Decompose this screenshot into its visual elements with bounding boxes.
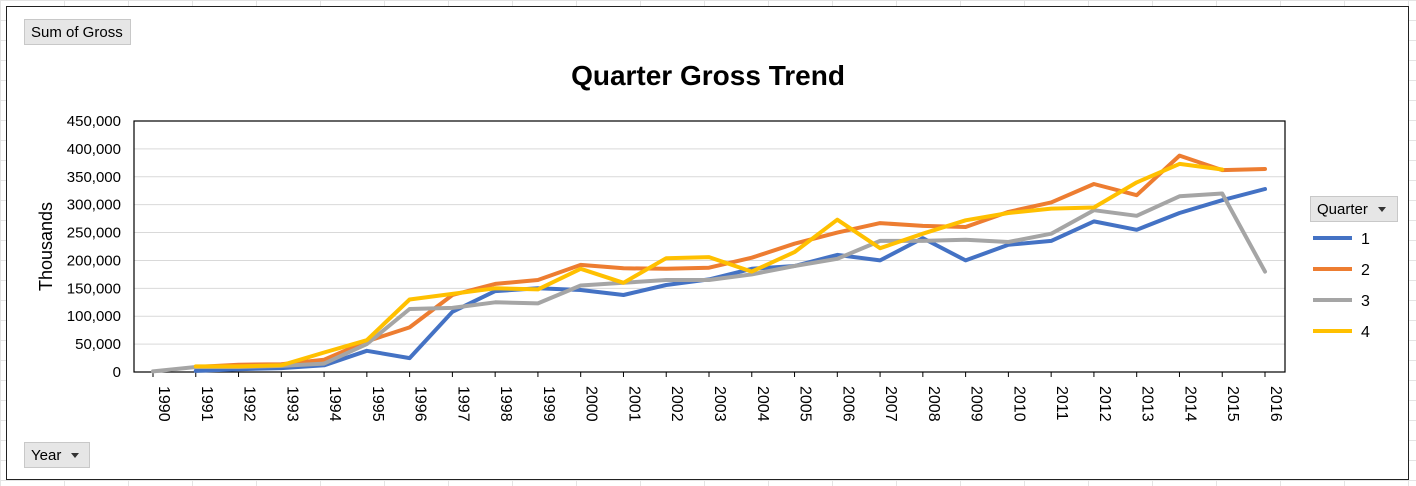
axis-field-label: Year	[31, 446, 62, 464]
x-tick-label: 2008	[925, 386, 942, 422]
x-tick-label: 2007	[882, 386, 899, 422]
y-tick-label: 150,000	[67, 280, 121, 297]
values-field-label: Sum of Gross	[31, 23, 123, 41]
x-tick-label: 2004	[754, 386, 771, 422]
legend-field-button[interactable]: Quarter	[1310, 196, 1398, 222]
y-tick-label: 50,000	[75, 336, 121, 353]
x-tick-label: 2003	[711, 386, 728, 422]
x-tick-label: 1994	[326, 386, 343, 422]
x-tick-label: 1993	[283, 386, 300, 422]
x-tick-label: 1992	[241, 386, 258, 422]
series-line-2	[193, 153, 1267, 369]
series-line-4	[193, 161, 1225, 369]
legend-entry-1: 1	[1361, 231, 1370, 248]
x-tick-label: 1995	[369, 386, 386, 422]
x-tick-label: 2013	[1139, 386, 1156, 422]
legend-entry-2: 2	[1361, 262, 1370, 279]
y-tick-label: 400,000	[67, 141, 121, 158]
x-tick-label: 2014	[1181, 386, 1198, 422]
x-tick-label: 1991	[198, 386, 215, 422]
x-tick-label: 2006	[839, 386, 856, 422]
values-field-button[interactable]: Sum of Gross	[24, 19, 131, 45]
y-tick-label: 100,000	[67, 308, 121, 325]
x-tick-label: 1998	[497, 386, 514, 422]
x-tick-label: 2002	[668, 386, 685, 422]
x-tick-label: 2015	[1224, 386, 1241, 422]
x-tick-label: 1999	[540, 386, 557, 422]
plot-area	[133, 120, 1286, 373]
legend-entry-4: 4	[1361, 324, 1370, 341]
x-tick-label: 2010	[1010, 386, 1027, 422]
x-tick-label: 2001	[625, 386, 642, 422]
x-tick-label: 2009	[968, 386, 985, 422]
x-tick-label: 1996	[412, 386, 429, 422]
chart-title: Quarter Gross Trend	[571, 60, 845, 91]
x-tick-label: 2011	[1053, 386, 1070, 421]
chevron-down-icon	[71, 452, 80, 458]
series-line-3	[151, 191, 1267, 374]
x-tick-label: 1997	[454, 386, 471, 422]
x-tick-label: 2016	[1267, 386, 1284, 422]
y-tick-label: 250,000	[67, 225, 121, 242]
legend-field-label: Quarter	[1317, 200, 1368, 218]
x-tick-label: 2012	[1096, 386, 1113, 422]
y-tick-label: 0	[113, 364, 121, 381]
series-line-1	[193, 187, 1267, 373]
axis-field-button[interactable]: Year	[24, 442, 90, 468]
y-tick-label: 300,000	[67, 197, 121, 214]
x-tick-label: 2005	[797, 386, 814, 422]
legend-entry-3: 3	[1361, 293, 1370, 310]
y-tick-label: 450,000	[67, 113, 121, 130]
y-axis-label: Thousands	[36, 202, 56, 291]
y-tick-label: 350,000	[67, 169, 121, 186]
y-tick-label: 200,000	[67, 252, 121, 269]
x-tick-label: 2000	[583, 386, 600, 422]
chart-area[interactable]	[6, 6, 1409, 480]
x-tick-label: 1990	[155, 386, 172, 422]
chevron-down-icon	[1377, 206, 1386, 212]
